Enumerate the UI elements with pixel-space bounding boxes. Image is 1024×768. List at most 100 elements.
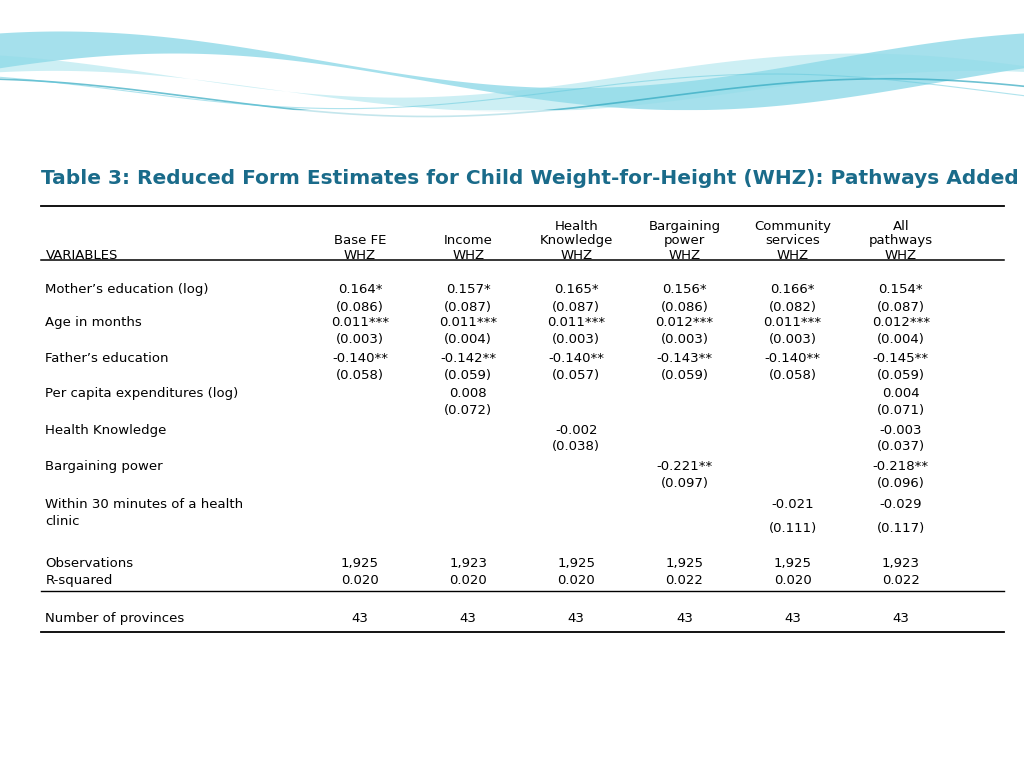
Text: Father’s education: Father’s education bbox=[45, 353, 169, 365]
Text: pathways: pathways bbox=[868, 234, 933, 247]
Text: 0.008: 0.008 bbox=[450, 388, 487, 400]
Text: 43: 43 bbox=[892, 612, 909, 624]
Polygon shape bbox=[0, 54, 1024, 112]
Text: 0.020: 0.020 bbox=[341, 574, 379, 587]
Text: (0.111): (0.111) bbox=[768, 522, 817, 535]
Text: Observations: Observations bbox=[45, 558, 133, 571]
Text: 43: 43 bbox=[351, 612, 369, 624]
Text: power: power bbox=[664, 234, 706, 247]
Text: All: All bbox=[892, 220, 909, 233]
Text: 0.011***: 0.011*** bbox=[331, 316, 389, 329]
Text: 1,923: 1,923 bbox=[450, 558, 487, 571]
Text: 0.020: 0.020 bbox=[450, 574, 487, 587]
Text: (0.003): (0.003) bbox=[552, 333, 600, 346]
Text: Health Knowledge: Health Knowledge bbox=[45, 424, 167, 437]
Text: Table 3: Reduced Form Estimates for Child Weight-for-Height (WHZ): Pathways Adde: Table 3: Reduced Form Estimates for Chil… bbox=[41, 170, 1018, 188]
Text: Bargaining: Bargaining bbox=[648, 220, 721, 233]
Text: 1,925: 1,925 bbox=[773, 558, 812, 571]
Text: Number of provinces: Number of provinces bbox=[45, 612, 184, 624]
Text: 0.022: 0.022 bbox=[666, 574, 703, 587]
Text: (0.057): (0.057) bbox=[552, 369, 600, 382]
Text: (0.004): (0.004) bbox=[877, 333, 925, 346]
Text: Base FE: Base FE bbox=[334, 234, 386, 247]
Text: 1,923: 1,923 bbox=[882, 558, 920, 571]
Text: 0.012***: 0.012*** bbox=[871, 316, 930, 329]
Text: WHZ: WHZ bbox=[453, 249, 484, 262]
Text: -0.003: -0.003 bbox=[880, 424, 922, 437]
Text: 0.022: 0.022 bbox=[882, 574, 920, 587]
Text: (0.072): (0.072) bbox=[444, 404, 493, 417]
Text: (0.037): (0.037) bbox=[877, 440, 925, 453]
Text: -0.140**: -0.140** bbox=[765, 353, 820, 365]
Text: 0.011***: 0.011*** bbox=[764, 316, 821, 329]
Text: WHZ: WHZ bbox=[885, 249, 916, 262]
Text: (0.071): (0.071) bbox=[877, 404, 925, 417]
Text: -0.002: -0.002 bbox=[555, 424, 598, 437]
Text: (0.097): (0.097) bbox=[660, 477, 709, 490]
Text: 1,925: 1,925 bbox=[666, 558, 703, 571]
Text: (0.059): (0.059) bbox=[877, 369, 925, 382]
Text: Health: Health bbox=[554, 220, 598, 233]
Text: -0.218**: -0.218** bbox=[872, 460, 929, 473]
Text: 0.154*: 0.154* bbox=[879, 283, 923, 296]
Text: 0.164*: 0.164* bbox=[338, 283, 382, 296]
Text: -0.140**: -0.140** bbox=[548, 353, 604, 365]
Text: (0.086): (0.086) bbox=[336, 300, 384, 313]
Text: Bargaining power: Bargaining power bbox=[45, 460, 163, 473]
Text: WHZ: WHZ bbox=[560, 249, 592, 262]
Text: (0.038): (0.038) bbox=[552, 440, 600, 453]
Text: 0.020: 0.020 bbox=[774, 574, 811, 587]
Text: 0.012***: 0.012*** bbox=[655, 316, 714, 329]
Text: (0.004): (0.004) bbox=[444, 333, 493, 346]
Text: (0.117): (0.117) bbox=[877, 522, 925, 535]
Text: VARIABLES: VARIABLES bbox=[45, 249, 118, 262]
Text: -0.142**: -0.142** bbox=[440, 353, 497, 365]
Text: 1,925: 1,925 bbox=[341, 558, 379, 571]
Text: -0.221**: -0.221** bbox=[656, 460, 713, 473]
Text: Knowledge: Knowledge bbox=[540, 234, 613, 247]
Polygon shape bbox=[0, 31, 1024, 110]
Text: (0.082): (0.082) bbox=[769, 300, 816, 313]
Text: (0.003): (0.003) bbox=[336, 333, 384, 346]
Text: Per capita expenditures (log): Per capita expenditures (log) bbox=[45, 388, 239, 400]
Text: 43: 43 bbox=[568, 612, 585, 624]
Text: 43: 43 bbox=[460, 612, 476, 624]
Text: (0.058): (0.058) bbox=[336, 369, 384, 382]
Text: WHZ: WHZ bbox=[344, 249, 376, 262]
Text: (0.059): (0.059) bbox=[660, 369, 709, 382]
Text: 0.020: 0.020 bbox=[557, 574, 595, 587]
Text: Age in months: Age in months bbox=[45, 316, 142, 329]
Text: -0.140**: -0.140** bbox=[332, 353, 388, 365]
Text: WHZ: WHZ bbox=[669, 249, 700, 262]
Text: (0.087): (0.087) bbox=[552, 300, 600, 313]
Text: Community: Community bbox=[754, 220, 831, 233]
Text: 0.156*: 0.156* bbox=[663, 283, 707, 296]
Text: 43: 43 bbox=[784, 612, 801, 624]
Text: 0.011***: 0.011*** bbox=[547, 316, 605, 329]
Bar bbox=[0, 110, 1024, 157]
Text: Within 30 minutes of a health: Within 30 minutes of a health bbox=[45, 498, 244, 511]
Text: (0.059): (0.059) bbox=[444, 369, 493, 382]
Text: (0.087): (0.087) bbox=[444, 300, 493, 313]
Text: (0.086): (0.086) bbox=[660, 300, 709, 313]
Text: clinic: clinic bbox=[45, 515, 80, 528]
Text: Income: Income bbox=[443, 234, 493, 247]
Text: -0.145**: -0.145** bbox=[872, 353, 929, 365]
Text: services: services bbox=[765, 234, 820, 247]
Text: 43: 43 bbox=[676, 612, 693, 624]
Text: (0.003): (0.003) bbox=[660, 333, 709, 346]
Text: (0.003): (0.003) bbox=[769, 333, 816, 346]
Text: WHZ: WHZ bbox=[776, 249, 809, 262]
Text: (0.087): (0.087) bbox=[877, 300, 925, 313]
Text: -0.029: -0.029 bbox=[880, 498, 922, 511]
Text: (0.058): (0.058) bbox=[769, 369, 816, 382]
Text: 0.157*: 0.157* bbox=[445, 283, 490, 296]
Polygon shape bbox=[0, 31, 1024, 193]
Text: 0.165*: 0.165* bbox=[554, 283, 599, 296]
Text: 0.011***: 0.011*** bbox=[439, 316, 498, 329]
Text: 0.004: 0.004 bbox=[882, 388, 920, 400]
Text: -0.021: -0.021 bbox=[771, 498, 814, 511]
Text: 1,925: 1,925 bbox=[557, 558, 595, 571]
Text: Mother’s education (log): Mother’s education (log) bbox=[45, 283, 209, 296]
Text: R-squared: R-squared bbox=[45, 574, 113, 587]
